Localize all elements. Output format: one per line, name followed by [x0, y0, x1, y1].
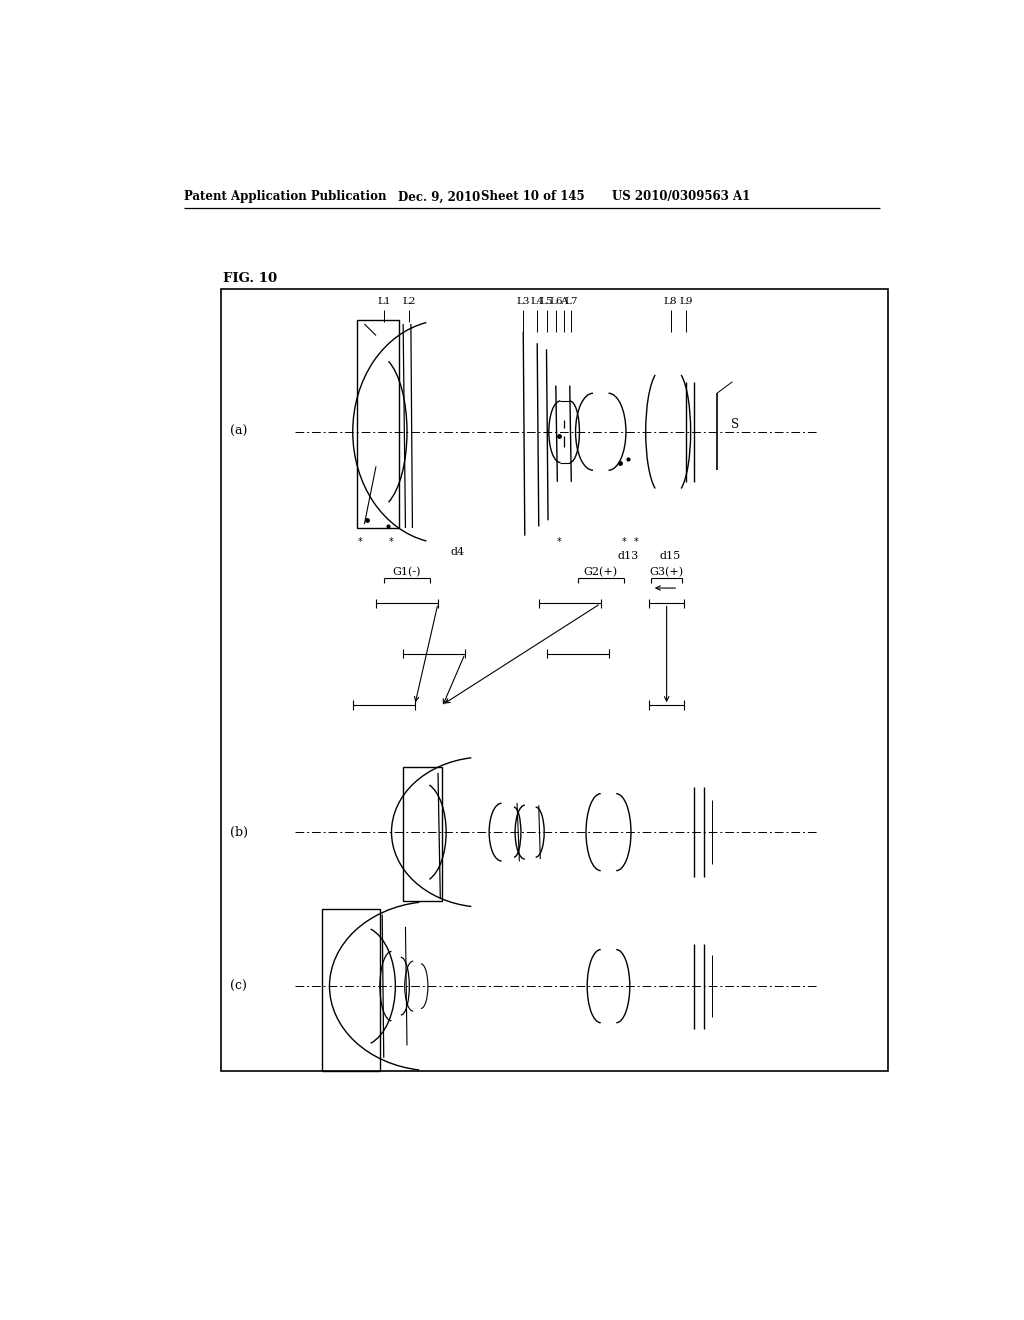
Text: L3: L3 — [516, 297, 530, 306]
Bar — [322, 909, 380, 1071]
Text: L5: L5 — [540, 297, 553, 306]
Text: A: A — [560, 297, 567, 306]
Text: Sheet 10 of 145: Sheet 10 of 145 — [481, 190, 585, 203]
Text: *: * — [389, 537, 394, 546]
Bar — [356, 321, 399, 528]
Text: L4: L4 — [530, 297, 544, 306]
Text: d15: d15 — [659, 552, 681, 561]
Text: Patent Application Publication: Patent Application Publication — [183, 190, 386, 203]
Text: G3(+): G3(+) — [649, 566, 684, 577]
Text: L9: L9 — [679, 297, 693, 306]
Text: L6: L6 — [549, 297, 562, 306]
Text: Dec. 9, 2010: Dec. 9, 2010 — [397, 190, 480, 203]
Text: *: * — [622, 537, 627, 546]
Text: L2: L2 — [402, 297, 416, 306]
Text: *: * — [556, 537, 561, 546]
Text: (c): (c) — [230, 979, 247, 993]
Text: G2(+): G2(+) — [584, 566, 617, 577]
Text: FIG. 10: FIG. 10 — [222, 272, 276, 285]
Text: d4: d4 — [451, 548, 465, 557]
Bar — [221, 289, 888, 1071]
Text: L8: L8 — [664, 297, 677, 306]
Text: *: * — [358, 537, 362, 546]
Text: US 2010/0309563 A1: US 2010/0309563 A1 — [611, 190, 750, 203]
Text: S: S — [731, 417, 739, 430]
Text: (b): (b) — [230, 825, 248, 838]
Text: G1(-): G1(-) — [393, 566, 421, 577]
Text: L7: L7 — [564, 297, 579, 306]
Text: L1: L1 — [377, 297, 390, 306]
Text: d13: d13 — [617, 552, 639, 561]
Text: *: * — [633, 537, 638, 546]
Text: (a): (a) — [230, 425, 248, 438]
Bar — [403, 767, 442, 902]
